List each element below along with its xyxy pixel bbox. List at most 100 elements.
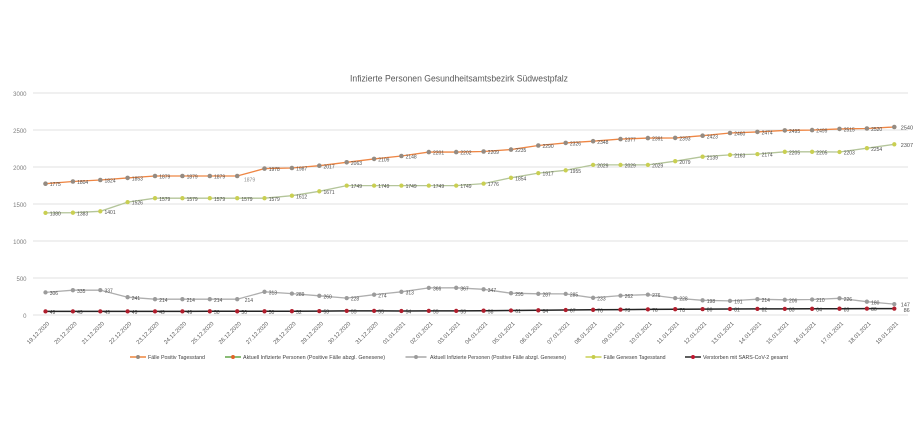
svg-text:1776: 1776 bbox=[488, 182, 499, 188]
svg-text:54: 54 bbox=[406, 310, 412, 316]
svg-text:233: 233 bbox=[597, 296, 605, 302]
svg-text:1749: 1749 bbox=[378, 184, 389, 190]
svg-text:Aktuell Infizierte Personen (P: Aktuell Infizierte Personen (Positive Fä… bbox=[430, 355, 566, 361]
svg-text:2377: 2377 bbox=[625, 138, 636, 144]
svg-text:Aktuell Infizierte Personen (P: Aktuell Infizierte Personen (Positive Fä… bbox=[243, 355, 385, 361]
svg-text:1749: 1749 bbox=[406, 184, 417, 190]
svg-text:53: 53 bbox=[324, 310, 330, 316]
svg-text:214: 214 bbox=[762, 298, 770, 304]
svg-text:86: 86 bbox=[871, 307, 877, 313]
svg-text:2139: 2139 bbox=[707, 155, 718, 161]
svg-text:1579: 1579 bbox=[214, 197, 225, 203]
svg-text:214: 214 bbox=[159, 298, 167, 304]
svg-text:2235: 2235 bbox=[515, 148, 526, 154]
svg-text:2205: 2205 bbox=[816, 150, 827, 156]
svg-text:2326: 2326 bbox=[570, 142, 581, 148]
svg-text:2000: 2000 bbox=[13, 166, 27, 172]
svg-text:500: 500 bbox=[16, 277, 27, 283]
svg-text:85: 85 bbox=[844, 307, 850, 313]
svg-text:1500: 1500 bbox=[13, 203, 27, 209]
svg-text:2202: 2202 bbox=[460, 151, 471, 157]
svg-text:2500: 2500 bbox=[13, 129, 27, 135]
svg-text:1579: 1579 bbox=[269, 197, 280, 203]
svg-text:2029: 2029 bbox=[625, 164, 636, 170]
svg-text:1879: 1879 bbox=[214, 175, 225, 181]
svg-text:260: 260 bbox=[324, 294, 332, 300]
svg-text:367: 367 bbox=[460, 286, 468, 292]
svg-text:1879: 1879 bbox=[244, 178, 255, 184]
svg-text:76: 76 bbox=[652, 308, 658, 314]
svg-text:276: 276 bbox=[652, 293, 660, 299]
svg-text:1612: 1612 bbox=[296, 194, 307, 200]
svg-text:55: 55 bbox=[460, 310, 466, 316]
svg-text:1380: 1380 bbox=[50, 212, 61, 218]
svg-text:147: 147 bbox=[901, 303, 910, 309]
svg-text:83: 83 bbox=[789, 308, 795, 314]
svg-text:347: 347 bbox=[488, 288, 496, 294]
svg-text:Verstorben mit SARS-CoV-2 gesa: Verstorben mit SARS-CoV-2 gesamt bbox=[703, 355, 788, 361]
svg-text:1749: 1749 bbox=[460, 184, 471, 190]
svg-text:2203: 2203 bbox=[844, 151, 855, 157]
svg-text:58: 58 bbox=[488, 309, 494, 315]
svg-text:Infizierte Personen Gesundheit: Infizierte Personen Gesundheitsamtsbezir… bbox=[350, 74, 568, 85]
svg-text:55: 55 bbox=[351, 310, 357, 316]
svg-text:1401: 1401 bbox=[105, 210, 116, 216]
svg-text:52: 52 bbox=[296, 310, 302, 316]
svg-text:226: 226 bbox=[844, 297, 852, 303]
svg-text:285: 285 bbox=[570, 293, 578, 299]
svg-text:1824: 1824 bbox=[105, 179, 116, 185]
svg-text:2307: 2307 bbox=[901, 143, 913, 149]
svg-text:1917: 1917 bbox=[543, 172, 554, 178]
svg-text:335: 335 bbox=[77, 289, 85, 295]
svg-text:49: 49 bbox=[77, 310, 83, 316]
svg-text:313: 313 bbox=[406, 290, 414, 296]
svg-text:2540: 2540 bbox=[901, 126, 913, 132]
svg-text:2079: 2079 bbox=[679, 160, 690, 166]
svg-text:49: 49 bbox=[132, 310, 138, 316]
svg-text:78: 78 bbox=[679, 308, 685, 314]
svg-text:1854: 1854 bbox=[515, 176, 526, 182]
svg-text:2348: 2348 bbox=[597, 140, 608, 146]
svg-text:2201: 2201 bbox=[433, 151, 444, 157]
svg-text:3000: 3000 bbox=[13, 92, 27, 98]
svg-text:2474: 2474 bbox=[762, 131, 773, 137]
svg-text:2029: 2029 bbox=[652, 164, 663, 170]
svg-text:81: 81 bbox=[734, 308, 740, 314]
svg-text:210: 210 bbox=[816, 298, 824, 304]
svg-text:289: 289 bbox=[296, 292, 304, 298]
svg-text:84: 84 bbox=[816, 307, 822, 313]
svg-text:366: 366 bbox=[433, 287, 441, 293]
svg-text:49: 49 bbox=[159, 310, 165, 316]
svg-text:1383: 1383 bbox=[77, 211, 88, 217]
svg-text:2209: 2209 bbox=[488, 150, 499, 156]
svg-text:191: 191 bbox=[734, 300, 742, 306]
svg-text:2495: 2495 bbox=[789, 129, 800, 135]
svg-text:2029: 2029 bbox=[597, 164, 608, 170]
svg-text:2391: 2391 bbox=[652, 137, 663, 143]
svg-text:2205: 2205 bbox=[789, 150, 800, 156]
svg-text:1671: 1671 bbox=[324, 190, 335, 196]
svg-text:49: 49 bbox=[105, 310, 111, 316]
svg-text:228: 228 bbox=[679, 297, 687, 303]
svg-text:73: 73 bbox=[625, 308, 631, 314]
svg-text:295: 295 bbox=[515, 292, 523, 298]
svg-text:2393: 2393 bbox=[679, 137, 690, 143]
svg-text:1987: 1987 bbox=[296, 167, 307, 173]
svg-text:2515: 2515 bbox=[844, 128, 855, 134]
svg-text:313: 313 bbox=[269, 290, 277, 296]
svg-text:2148: 2148 bbox=[406, 155, 417, 161]
svg-text:1579: 1579 bbox=[159, 197, 170, 203]
svg-text:2520: 2520 bbox=[871, 127, 882, 133]
svg-text:1579: 1579 bbox=[241, 197, 252, 203]
svg-text:67: 67 bbox=[570, 309, 576, 315]
svg-text:Fälle Genesen Tagesstand: Fälle Genesen Tagesstand bbox=[604, 355, 666, 361]
svg-text:180: 180 bbox=[871, 300, 879, 306]
svg-text:214: 214 bbox=[187, 298, 195, 304]
svg-text:2109: 2109 bbox=[378, 158, 389, 164]
svg-text:2063: 2063 bbox=[351, 161, 362, 167]
svg-text:1955: 1955 bbox=[570, 169, 581, 175]
svg-text:1749: 1749 bbox=[351, 184, 362, 190]
svg-text:1579: 1579 bbox=[187, 197, 198, 203]
svg-text:1775: 1775 bbox=[50, 182, 61, 188]
svg-text:49: 49 bbox=[187, 310, 193, 316]
